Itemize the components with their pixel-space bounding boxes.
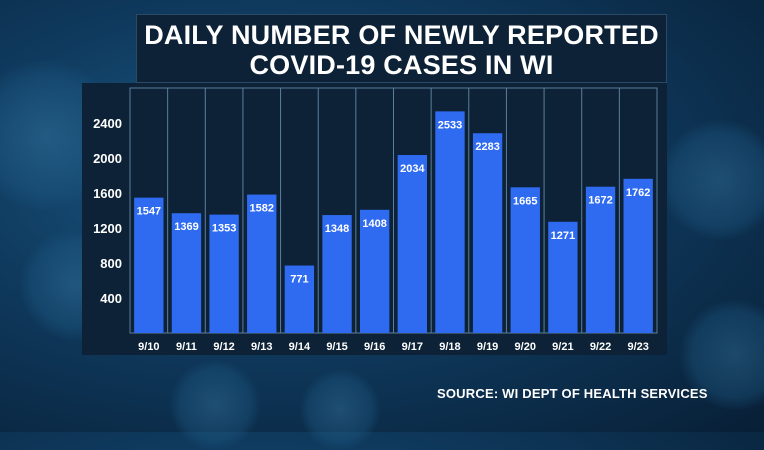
background-virus xyxy=(170,360,260,450)
x-tick-label: 9/13 xyxy=(251,341,272,353)
bar-value-label: 1672 xyxy=(588,195,612,207)
bar xyxy=(510,187,540,333)
x-tick-label: 9/16 xyxy=(364,341,385,353)
chart-panel: 400 800 1200 1600 2000 2400 1547 9/10 1369 9/11 13… xyxy=(82,83,667,355)
bar-value-label: 1762 xyxy=(626,187,650,199)
title-line-2: COVID-19 CASES IN WI xyxy=(249,50,554,80)
x-tick-label: 9/10 xyxy=(138,341,159,353)
bar-value-label: 1348 xyxy=(325,223,349,235)
bar xyxy=(359,209,390,333)
x-tick-label: 9/21 xyxy=(552,341,573,353)
bar-value-label: 1369 xyxy=(174,221,198,233)
bar xyxy=(623,178,653,333)
background-virus xyxy=(660,120,764,240)
bar-value-label: 1582 xyxy=(250,203,274,215)
bar xyxy=(171,213,202,333)
bar-value-label: 1408 xyxy=(362,218,386,230)
bar xyxy=(397,155,428,333)
bar xyxy=(134,197,164,333)
y-tick-label: 1200 xyxy=(93,221,122,236)
title-line-1: DAILY NUMBER OF NEWLY REPORTED xyxy=(144,20,659,50)
bar xyxy=(247,194,277,333)
bar-value-label: 2533 xyxy=(438,119,462,131)
x-tick-label: 9/17 xyxy=(402,341,423,353)
y-tick-label: 400 xyxy=(100,291,122,306)
bar xyxy=(284,265,315,333)
y-tick-label: 1600 xyxy=(93,186,122,201)
bar xyxy=(209,214,239,333)
bar-value-label: 1665 xyxy=(513,195,537,207)
bar xyxy=(472,133,503,333)
chart-title: DAILY NUMBER OF NEWLY REPORTED COVID-19 … xyxy=(136,14,667,83)
bar-value-label: 2283 xyxy=(475,141,499,153)
bar xyxy=(322,215,352,333)
x-tick-label: 9/18 xyxy=(439,341,460,353)
source-credit: SOURCE: WI DEPT OF HEALTH SERVICES xyxy=(437,386,708,401)
bar xyxy=(548,221,578,333)
x-tick-label: 9/12 xyxy=(213,341,234,353)
y-tick-label: 2400 xyxy=(93,116,122,131)
bar-value-label: 1271 xyxy=(551,230,575,242)
x-tick-label: 9/11 xyxy=(176,341,197,353)
x-tick-label: 9/23 xyxy=(627,341,648,353)
bar-chart: 400 800 1200 1600 2000 2400 1547 9/10 1369 9/11 13… xyxy=(93,87,658,353)
y-tick-label: 800 xyxy=(100,256,122,271)
x-tick-label: 9/19 xyxy=(477,341,498,353)
background-virus xyxy=(300,370,380,450)
x-tick-label: 9/20 xyxy=(515,341,536,353)
x-tick-label: 9/22 xyxy=(590,341,611,353)
y-tick-label: 2000 xyxy=(93,151,122,166)
bar xyxy=(585,186,616,333)
background-virus xyxy=(680,300,764,410)
bar-value-label: 1353 xyxy=(212,223,236,235)
bar xyxy=(435,111,465,333)
bar-value-label: 2034 xyxy=(400,163,425,175)
x-tick-label: 9/15 xyxy=(326,341,347,353)
bar-value-label: 771 xyxy=(290,274,308,286)
bar-value-label: 1547 xyxy=(137,206,161,218)
x-tick-label: 9/14 xyxy=(289,341,311,353)
